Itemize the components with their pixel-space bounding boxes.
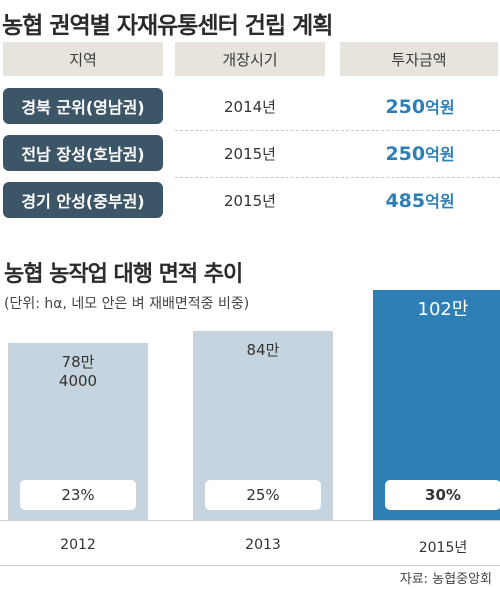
amount-cell: 485억원 [340,188,500,212]
amount-unit: 억원 [425,192,455,211]
bar-value-label: 102만 [417,299,469,320]
x-tick-label: 2012 [60,537,96,553]
share-box: 25% [205,480,321,510]
source-note: 자료: 농협중앙회 [399,572,492,587]
x-tick-label: 2013 [245,537,281,553]
row-divider [175,130,500,131]
amount-unit: 억원 [425,145,455,164]
amount-unit: 억원 [425,98,455,117]
amount-value: 250 [385,96,426,118]
header-amount: 투자금액 [340,42,498,76]
period-cell: 2015년 [224,192,276,210]
header-period: 개장시기 [175,42,325,76]
chart-subtitle: (단위: hα, 네모 안은 벼 재배면적중 비중) [4,296,250,312]
amount-cell: 250억원 [340,94,500,118]
amount-value: 250 [385,143,426,165]
share-box: 23% [20,480,136,510]
header-region: 지역 [3,42,163,76]
chart-title: 농협 농작업 대행 면적 추이 [4,262,243,287]
x-axis-line [0,520,500,521]
bar-value-label: 84만 [246,341,280,359]
bar-value-label: 78만 4000 [58,353,98,390]
share-box: 30% [385,480,500,510]
period-cell: 2015년 [224,145,276,163]
footer-divider [0,565,500,566]
region-cell: 경기 안성(중부권) [3,182,163,218]
region-cell: 전남 장성(호남권) [3,135,163,171]
table-title: 농협 권역별 자재유통센터 건립 계획 [2,13,333,39]
x-tick-label: 2015년 [418,540,468,556]
amount-cell: 250억원 [340,141,500,165]
region-cell: 경북 군위(영남권) [3,88,163,124]
row-divider [175,177,500,178]
period-cell: 2014년 [224,98,276,116]
amount-value: 485 [385,190,426,212]
